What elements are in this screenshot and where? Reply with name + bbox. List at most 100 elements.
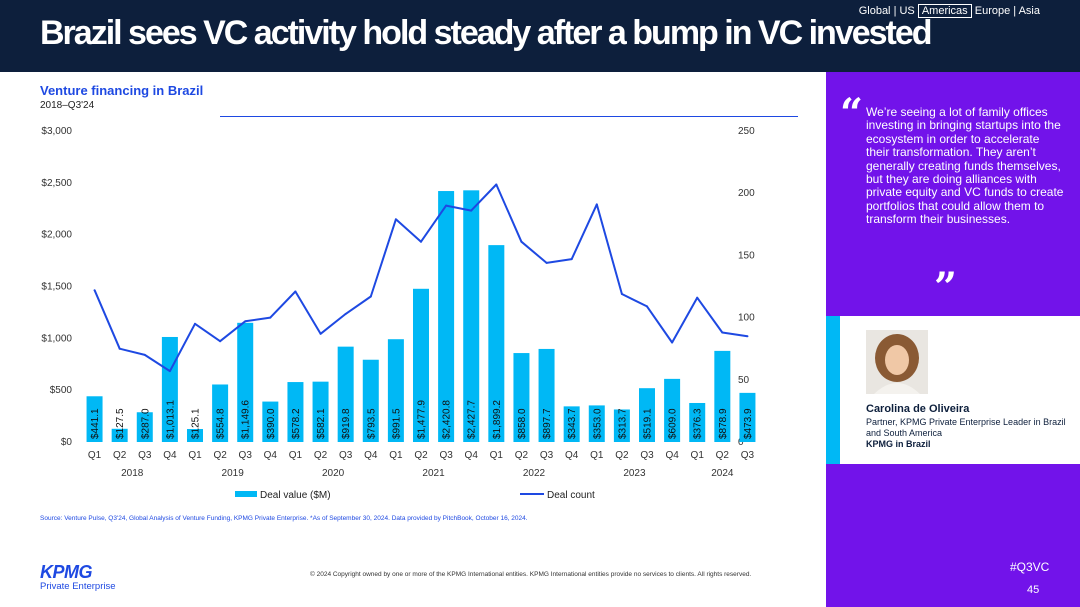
bar (362, 359, 379, 442)
y-left-tick-label: $3,000 (41, 126, 72, 137)
separator: | (893, 5, 897, 17)
legend-label-deal-count: Deal count (547, 490, 595, 501)
x-tick-label: Q4 (665, 450, 679, 461)
bar (639, 388, 655, 442)
bar (387, 339, 404, 442)
quote-open-icon: “ (840, 90, 864, 137)
deal-count-point (244, 320, 247, 323)
bar (538, 348, 555, 442)
deal-count-point (420, 240, 422, 243)
bar-value-label: $1,899.2 (492, 400, 503, 439)
deal-count-point (520, 240, 523, 243)
y-right-tick-label: 100 (738, 313, 755, 324)
deal-count-point (219, 340, 222, 343)
region-europe-link[interactable]: Europe (974, 5, 1011, 17)
x-tick-label: Q3 (439, 450, 453, 461)
person-org: KPMG in Brazil (866, 439, 931, 449)
region-asia-link[interactable]: Asia (1018, 5, 1040, 17)
page-title: Brazil sees VC activity hold steady afte… (40, 14, 933, 52)
bar (237, 322, 254, 442)
title-divider (220, 116, 798, 117)
region-global-link[interactable]: Global (858, 5, 891, 17)
x-tick-label: Q4 (565, 450, 579, 461)
deal-count-point (369, 295, 372, 298)
y-left-tick-label: $0 (61, 437, 73, 448)
deal-count-point (470, 209, 473, 212)
x-tick-label: Q2 (213, 450, 227, 461)
bar (714, 350, 731, 442)
deal-count-point (118, 347, 121, 350)
deal-count-point (344, 312, 347, 315)
year-label: 2021 (422, 468, 445, 479)
bar (438, 191, 455, 442)
region-us-link[interactable]: US (899, 5, 915, 17)
year-label: 2022 (523, 468, 546, 479)
x-tick-label: Q3 (339, 450, 353, 461)
header-bar: Brazil sees VC activity hold steady afte… (0, 0, 1080, 72)
chart-subtitle: 2018–Q3'24 (40, 100, 95, 111)
y-left-tick-label: $1,500 (41, 282, 72, 293)
x-tick-label: Q1 (490, 450, 504, 461)
bar (739, 392, 756, 442)
x-tick-label: Q3 (239, 450, 253, 461)
deal-count-point (646, 305, 648, 308)
deal-count-point (168, 370, 171, 373)
y-left-tick-label: $2,000 (41, 230, 72, 241)
avatar (866, 330, 928, 394)
x-tick-label: Q1 (590, 450, 604, 461)
bar (337, 346, 354, 442)
person-role: Partner, KPMG Private Enterprise Leader … (866, 417, 1066, 438)
separator: | (1013, 5, 1017, 17)
year-label: 2019 (222, 468, 245, 479)
bar (563, 406, 580, 442)
deal-count-point (445, 204, 448, 207)
bar-value-label: $897.7 (542, 408, 553, 439)
logo-wordmark: KPMG (40, 562, 92, 582)
bar-value-label: $582.1 (316, 408, 327, 439)
x-tick-label: Q2 (515, 450, 529, 461)
deal-count-point (595, 203, 598, 206)
bar-value-label: $390.0 (266, 408, 277, 439)
quote-text: We’re seeing a lot of family offices inv… (866, 105, 1064, 227)
y-right-tick-label: 0 (738, 437, 744, 448)
x-tick-label: Q2 (615, 450, 629, 461)
bar-value-label: $473.9 (743, 408, 754, 439)
deal-count-point (696, 296, 699, 299)
region-americas-link[interactable]: Americas (917, 4, 972, 18)
bar (689, 402, 706, 442)
bar (312, 381, 329, 442)
deal-count-point (671, 341, 674, 344)
bar-value-label: $2,427.7 (467, 400, 478, 439)
hashtag: #Q3VC (1010, 560, 1050, 574)
bar-value-label: $858.0 (517, 408, 528, 439)
bar-value-label: $793.5 (366, 408, 377, 439)
deal-count-point (269, 316, 272, 319)
bar (513, 353, 530, 442)
bar-value-label: $353.0 (592, 408, 603, 439)
deal-count-point (570, 258, 573, 261)
page-number: 45 (1027, 584, 1040, 596)
deal-count-point (319, 332, 322, 335)
bar (287, 382, 304, 442)
person-name: Carolina de Oliveira (866, 403, 970, 415)
bar-value-label: $127.5 (115, 408, 126, 439)
bar-value-label: $919.8 (341, 408, 352, 439)
bar-value-label: $991.5 (391, 408, 402, 439)
bar (664, 378, 681, 442)
bar (187, 429, 203, 442)
x-tick-label: Q2 (113, 450, 127, 461)
y-right-tick-label: 50 (738, 375, 750, 386)
bar-value-label: $578.2 (291, 408, 302, 439)
deal-count-point (620, 292, 623, 295)
deal-count-point (721, 331, 724, 334)
x-tick-label: Q1 (88, 450, 102, 461)
copyright-text: © 2024 Copyright owned by one or more of… (310, 571, 752, 578)
deal-count-point (495, 183, 498, 186)
x-tick-label: Q4 (364, 450, 378, 461)
bar-value-label: $2,420.8 (442, 400, 453, 439)
deal-count-point (143, 353, 146, 356)
deal-count-point (394, 218, 397, 221)
y-right-tick-label: 150 (738, 250, 755, 261)
x-tick-label: Q2 (716, 450, 730, 461)
x-tick-label: Q1 (691, 450, 705, 461)
